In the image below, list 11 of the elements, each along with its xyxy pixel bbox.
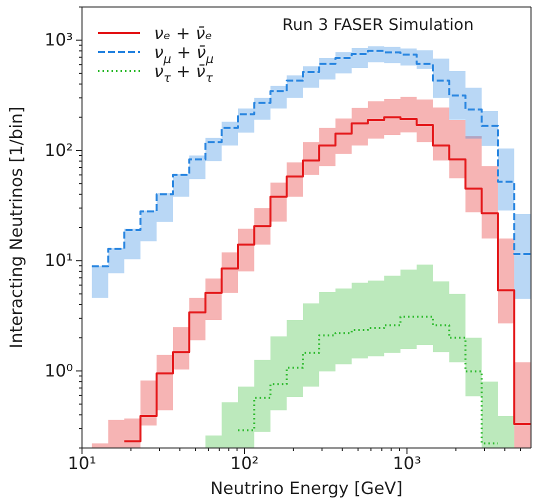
x-tick-label: 10¹ [68, 454, 96, 474]
y-tick-label: 10⁰ [44, 361, 74, 382]
text: Run 3 FASER Simulation [282, 15, 474, 34]
x-axis-title: Neutrino Energy [GeV] [210, 479, 403, 499]
x-tick-label: 10³ [392, 454, 422, 474]
y-tick-label: 10² [44, 140, 73, 161]
x-tick-label: 10² [230, 454, 259, 474]
legend-label: νₑ + ν̄ₑ [154, 24, 212, 44]
y-tick-label: 10³ [44, 30, 73, 51]
y-axis-title: Interacting Neutrinos [1/bin] [7, 106, 27, 348]
y-tick-label: 10¹ [44, 251, 73, 272]
